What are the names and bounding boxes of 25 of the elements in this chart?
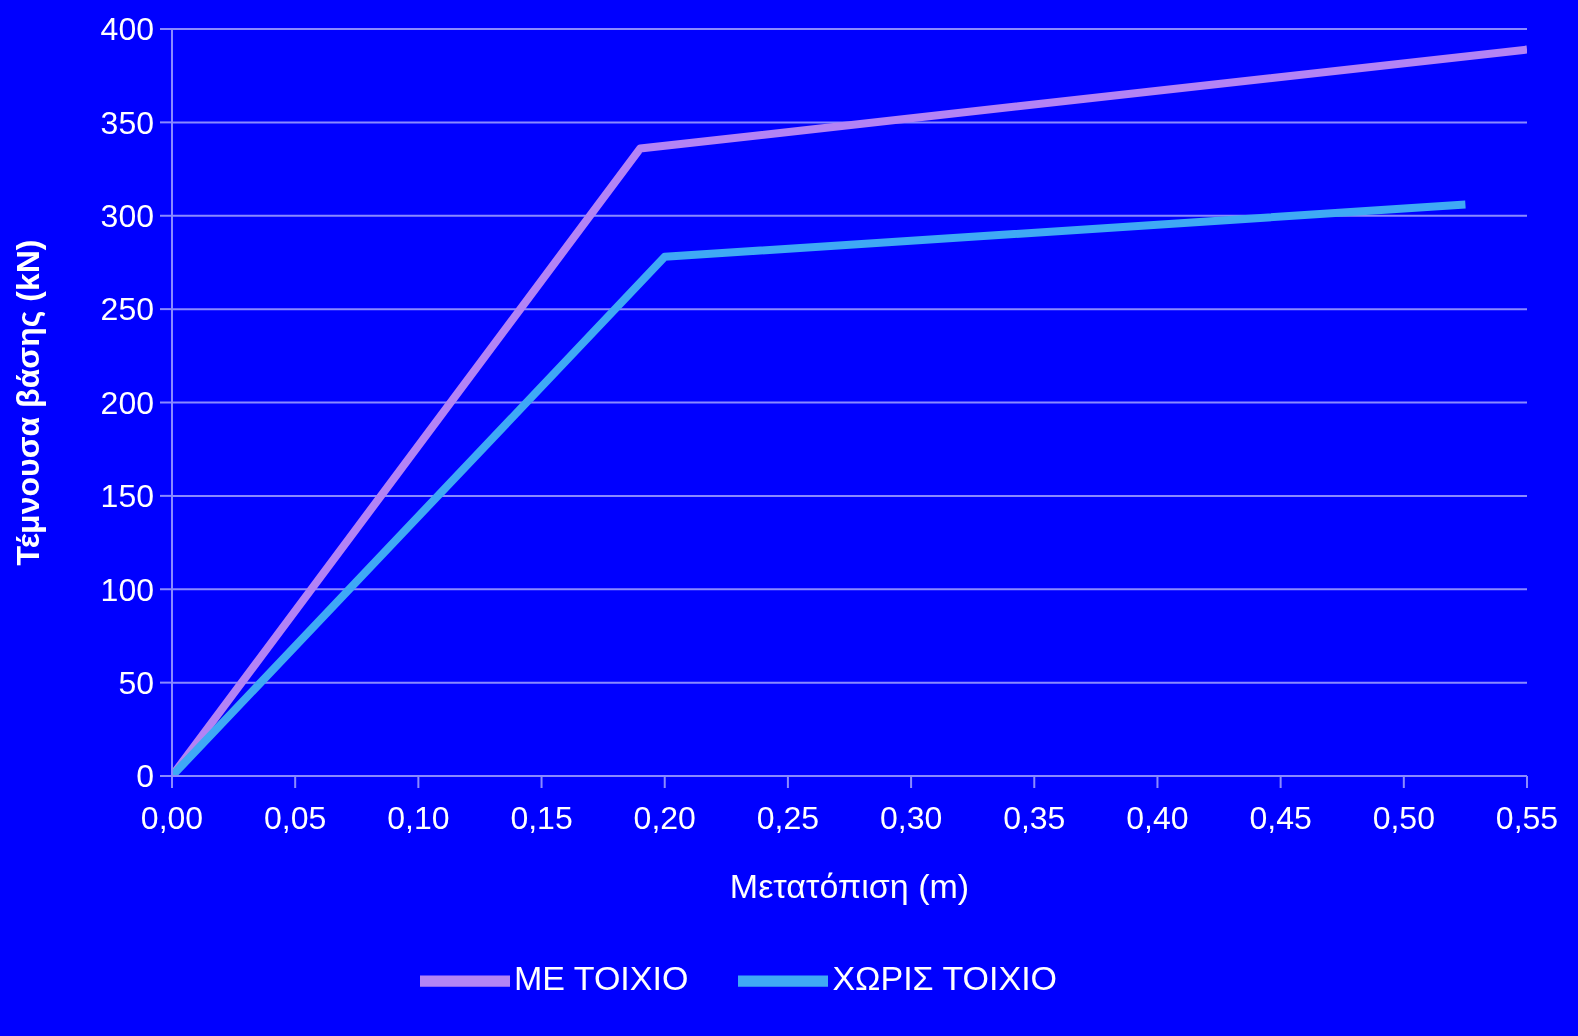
y-tick-label: 350: [100, 104, 154, 141]
y-tick-label: 100: [100, 571, 154, 608]
x-tick-label: 0,40: [1126, 799, 1189, 836]
x-axis-title: Μετατόπιση (m): [729, 867, 970, 905]
x-tick-label: 0,00: [140, 799, 204, 836]
x-tick-label: 0,10: [387, 799, 450, 836]
legend-label: ΜΕ ΤΟΙΧΙΟ: [513, 958, 689, 997]
x-tick-label: 0,35: [1003, 799, 1066, 836]
y-tick-label: 250: [100, 291, 154, 328]
x-tick-label: 0,15: [510, 799, 573, 836]
y-tick-label: 50: [118, 664, 154, 701]
x-tick-label: 0,55: [1495, 799, 1559, 836]
y-tick-label: 400: [100, 11, 154, 48]
x-tick-label: 0,30: [879, 799, 943, 836]
y-axis-title: Τέμνουσα βάσης (kN): [10, 239, 47, 566]
legend-label: ΧΩΡΙΣ ΤΟΙΧΙΟ: [832, 958, 1058, 997]
y-tick-label: 150: [100, 478, 154, 515]
x-tick-label: 0,25: [756, 799, 820, 836]
x-tick-label: 0,20: [633, 799, 696, 836]
y-tick-label: 300: [100, 198, 154, 235]
x-tick-label: 0,50: [1372, 799, 1435, 836]
x-tick-label: 0,45: [1249, 799, 1312, 836]
y-tick-label: 0: [136, 758, 154, 795]
x-tick-label: 0,05: [264, 799, 327, 836]
y-tick-label: 200: [100, 384, 154, 421]
